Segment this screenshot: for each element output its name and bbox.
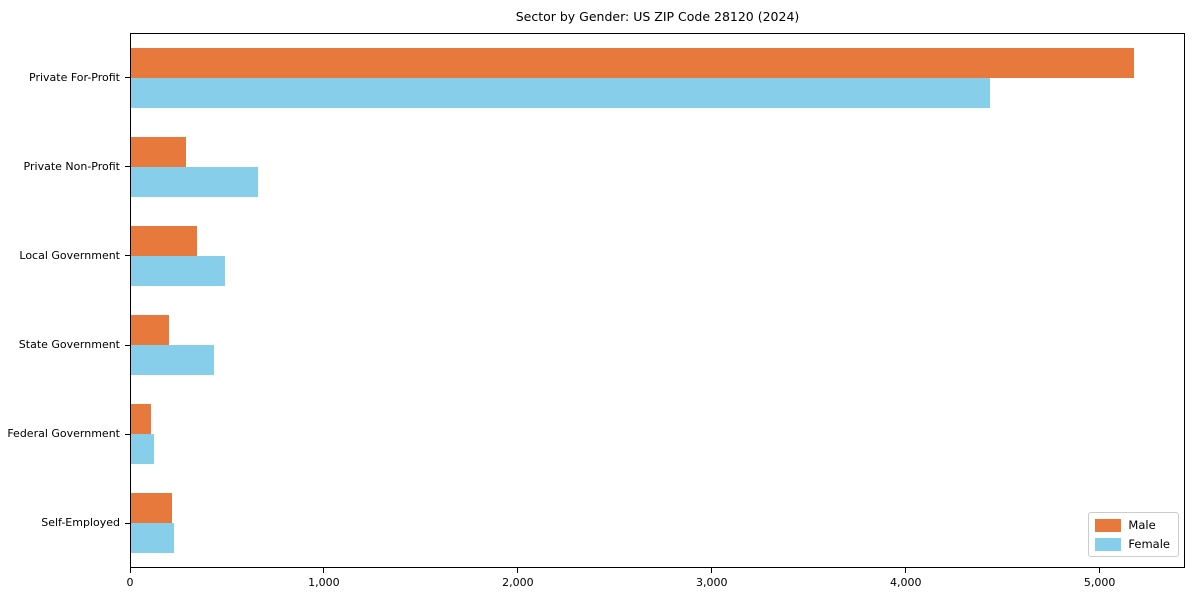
bar-female-2 (131, 255, 225, 286)
legend: Male Female (1088, 512, 1179, 557)
bar-female-1 (131, 166, 258, 197)
bar-male-4 (131, 404, 152, 435)
bar-male-3 (131, 315, 169, 346)
legend-swatch-male (1095, 518, 1122, 532)
plot-area: Male Female (130, 33, 1185, 568)
x-axis-tick-label: 5,000 (1083, 576, 1116, 589)
bar-male-0 (131, 47, 1134, 78)
bar-male-2 (131, 225, 197, 256)
y-tick-mark (125, 255, 130, 257)
y-tick-mark (125, 77, 130, 79)
x-tick-mark (323, 568, 325, 573)
x-axis-tick-label: 2,000 (502, 576, 534, 589)
bar-female-4 (131, 434, 155, 465)
y-axis-label: Private Non-Profit (23, 159, 120, 173)
y-tick-mark (125, 166, 130, 168)
y-axis-label: Self-Employed (41, 516, 120, 530)
bar-female-3 (131, 345, 215, 376)
y-axis-label: State Government (18, 338, 120, 352)
legend-swatch-female (1095, 537, 1122, 551)
x-axis-tick-label: 4,000 (889, 576, 922, 589)
legend-entry-female: Female (1095, 537, 1170, 551)
y-axis-label: Private For-Profit (29, 70, 120, 84)
legend-label-female: Female (1128, 537, 1170, 551)
x-tick-mark (905, 568, 907, 573)
y-tick-mark (125, 433, 130, 435)
x-axis-tick-label: 0 (126, 576, 134, 589)
x-axis-tick-label: 1,000 (308, 576, 340, 589)
y-tick-mark (125, 522, 130, 524)
x-tick-mark (1099, 568, 1101, 573)
y-axis-label: Local Government (19, 248, 120, 262)
x-axis-tick-label: 3,000 (696, 576, 728, 589)
bar-male-5 (131, 493, 172, 524)
y-axis-label: Federal Government (7, 427, 120, 441)
legend-entry-male: Male (1095, 518, 1170, 532)
bar-female-0 (131, 77, 991, 108)
legend-label-male: Male (1128, 518, 1156, 532)
bar-female-5 (131, 523, 174, 554)
chart-title: Sector by Gender: US ZIP Code 28120 (202… (515, 9, 800, 24)
x-tick-mark (711, 568, 713, 573)
y-tick-mark (125, 344, 130, 346)
bar-male-1 (131, 136, 187, 167)
x-tick-mark (517, 568, 519, 573)
x-tick-mark (129, 568, 131, 573)
